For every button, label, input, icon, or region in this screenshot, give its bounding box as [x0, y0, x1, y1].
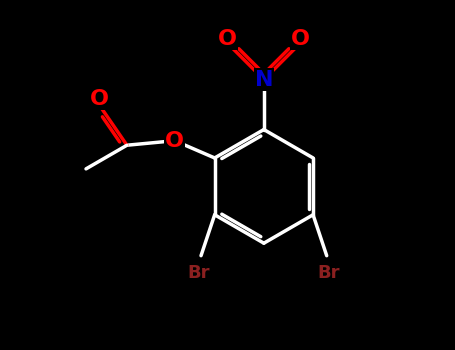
Text: O: O: [165, 131, 184, 151]
Text: O: O: [218, 29, 237, 49]
Text: Br: Br: [318, 264, 340, 282]
Text: N: N: [255, 70, 273, 90]
Text: O: O: [90, 89, 109, 109]
Text: Br: Br: [187, 264, 210, 282]
Text: O: O: [291, 29, 310, 49]
